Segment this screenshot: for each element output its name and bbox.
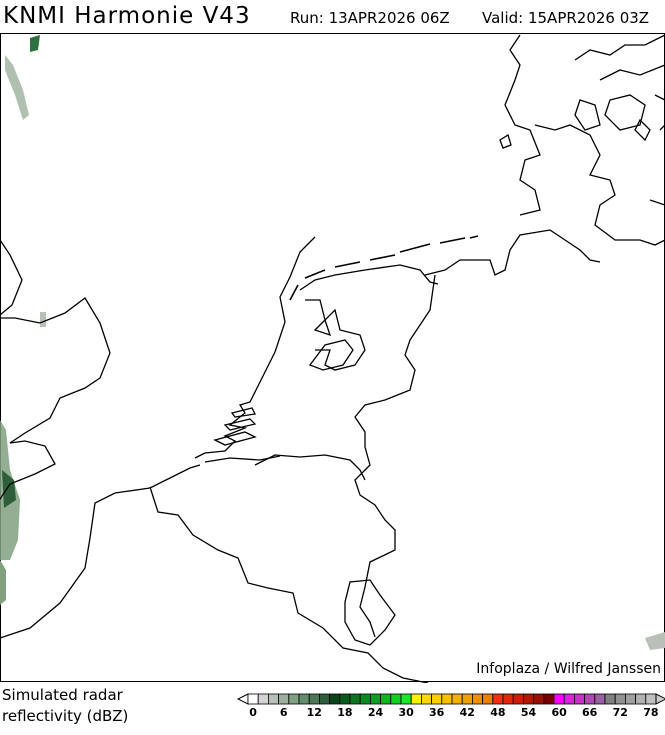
legend-swatch xyxy=(584,693,596,705)
legend-tick-label: 30 xyxy=(398,706,414,719)
legend-swatch xyxy=(624,693,636,705)
legend-swatch xyxy=(268,693,280,705)
legend-swatch xyxy=(482,693,494,705)
radar-map xyxy=(0,33,665,683)
legend-swatch xyxy=(431,693,443,705)
legend-swatch xyxy=(594,693,606,705)
legend-swatch xyxy=(512,693,524,705)
legend-tick-label: 24 xyxy=(368,706,384,719)
legend-tick-label: 42 xyxy=(460,706,475,719)
legend-swatch xyxy=(359,693,371,705)
legend-tick-label: 18 xyxy=(337,706,352,719)
legend-label-line2: reflectivity (dBZ) xyxy=(2,707,129,725)
legend-swatch xyxy=(349,693,361,705)
color-legend: 0 6 12 18 24 30 36 42 48 54 60 66 72 78 xyxy=(236,693,665,719)
valid-time: Valid: 15APR2026 03Z xyxy=(482,9,650,27)
legend-swatch xyxy=(410,693,422,705)
legend-arrow-right xyxy=(655,693,665,705)
legend-swatch xyxy=(635,693,647,705)
legend-tick-label: 36 xyxy=(429,706,445,719)
legend-tick-label: 12 xyxy=(307,706,322,719)
coastlines-borders xyxy=(0,34,665,683)
radar-echoes xyxy=(0,35,665,650)
legend-swatch xyxy=(645,693,657,705)
legend-swatch xyxy=(278,693,290,705)
legend-swatch xyxy=(522,693,534,705)
legend-tick-label: 54 xyxy=(521,706,537,719)
legend-swatch xyxy=(400,693,412,705)
legend-tick-label: 0 xyxy=(249,706,257,719)
legend-tick-label: 72 xyxy=(613,706,628,719)
legend-arrow-left xyxy=(236,693,249,705)
model-title: KNMI Harmonie V43 xyxy=(3,3,251,29)
legend-swatch xyxy=(420,693,432,705)
legend-swatch xyxy=(543,693,555,705)
legend-swatch xyxy=(247,693,259,705)
legend-tick-label: 48 xyxy=(490,706,505,719)
legend-swatch xyxy=(563,693,575,705)
legend-swatch xyxy=(308,693,320,705)
legend-swatch xyxy=(380,693,392,705)
legend-tick-label: 66 xyxy=(582,706,598,719)
legend-swatch xyxy=(604,693,616,705)
legend-swatch xyxy=(257,693,269,705)
legend-swatch xyxy=(329,693,341,705)
run-time: Run: 13APR2026 06Z xyxy=(290,9,450,27)
legend-swatch xyxy=(614,693,626,705)
legend-swatch xyxy=(553,693,565,705)
legend-swatch xyxy=(319,693,331,705)
legend-swatch xyxy=(441,693,453,705)
legend-swatch xyxy=(573,693,585,705)
legend-swatch xyxy=(533,693,545,705)
credit-text: Infoplaza / Wilfred Janssen xyxy=(476,661,661,677)
legend-swatch xyxy=(390,693,402,705)
legend-tick-label: 60 xyxy=(551,706,567,719)
legend-swatch xyxy=(288,693,300,705)
legend-swatch xyxy=(502,693,514,705)
legend-swatch xyxy=(461,693,473,705)
legend-swatch xyxy=(339,693,351,705)
legend-swatch xyxy=(369,693,381,705)
legend-swatch xyxy=(471,693,483,705)
legend-swatch xyxy=(451,693,463,705)
legend-swatch xyxy=(492,693,504,705)
legend-label-line1: Simulated radar xyxy=(2,686,123,704)
legend-tick-label: 6 xyxy=(280,706,288,719)
legend-swatch xyxy=(298,693,310,705)
legend-tick-label: 78 xyxy=(643,706,658,719)
map-frame xyxy=(0,33,665,682)
